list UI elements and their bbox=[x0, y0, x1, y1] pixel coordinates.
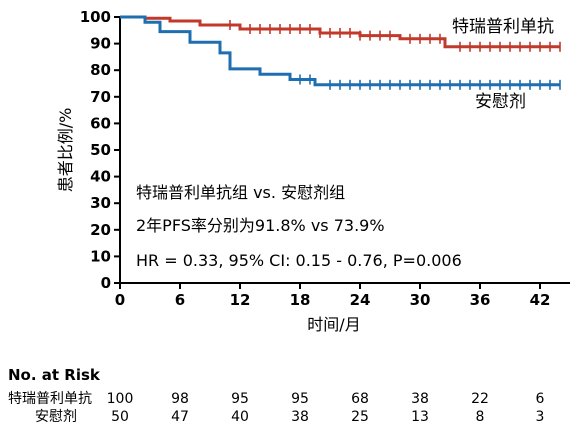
x-axis: 0 6 12 18 24 30 36 42 bbox=[115, 282, 570, 309]
risk-cell: 68 bbox=[351, 391, 369, 407]
risk-row-name: 特瑞普利单抗 bbox=[8, 391, 92, 407]
x-tick-label: 24 bbox=[350, 291, 371, 309]
x-tick-label: 42 bbox=[530, 291, 551, 309]
y-tick-label: 100 bbox=[80, 8, 111, 26]
x-tick-label: 12 bbox=[230, 291, 251, 309]
annotation-comparison: 特瑞普利单抗组 vs. 安慰剂组 bbox=[136, 183, 345, 202]
risk-cell: 40 bbox=[231, 409, 249, 425]
risk-cell: 38 bbox=[411, 391, 429, 407]
risk-table-title: No. at Risk bbox=[8, 366, 101, 384]
y-tick-label: 10 bbox=[90, 247, 111, 265]
risk-cell: 50 bbox=[111, 409, 129, 425]
risk-row-name: 安慰剂 bbox=[35, 408, 77, 425]
y-tick-label: 0 bbox=[101, 274, 111, 292]
risk-cell: 98 bbox=[171, 391, 189, 407]
y-tick-label: 80 bbox=[90, 61, 111, 79]
series-label-placebo: 安慰剂 bbox=[475, 92, 526, 112]
y-tick-label: 40 bbox=[90, 168, 111, 186]
censor-marks bbox=[229, 19, 561, 90]
y-tick-label: 90 bbox=[90, 35, 111, 53]
curve-placebo bbox=[120, 15, 560, 87]
y-tick-label: 50 bbox=[90, 141, 111, 159]
series-label-treatment: 特瑞普利单抗 bbox=[452, 17, 554, 37]
y-tick-label: 20 bbox=[90, 221, 111, 239]
risk-cell: 95 bbox=[231, 391, 249, 407]
risk-cell: 6 bbox=[536, 391, 545, 407]
risk-cell: 25 bbox=[351, 409, 369, 425]
risk-cell: 38 bbox=[291, 409, 309, 425]
risk-cell: 8 bbox=[476, 409, 485, 425]
risk-table: 特瑞普利单抗 100 98 95 95 68 38 22 6 安慰剂 50 47 40 38 25 13 8 3 bbox=[8, 391, 545, 425]
risk-cell: 3 bbox=[536, 409, 545, 425]
risk-cell: 13 bbox=[411, 409, 429, 425]
x-tick-label: 30 bbox=[410, 291, 431, 309]
x-tick-label: 18 bbox=[290, 291, 311, 309]
x-tick-label: 0 bbox=[115, 291, 125, 309]
x-axis-title: 时间/月 bbox=[307, 315, 360, 334]
risk-cell: 95 bbox=[291, 391, 309, 407]
risk-cell: 100 bbox=[107, 391, 134, 407]
y-tick-label: 70 bbox=[90, 88, 111, 106]
x-tick-label: 36 bbox=[470, 291, 491, 309]
x-tick-label: 6 bbox=[175, 291, 185, 309]
risk-cell: 22 bbox=[471, 391, 489, 407]
annotation-hazard-ratio: HR = 0.33, 95% CI: 0.15 - 0.76, P=0.006 bbox=[136, 251, 462, 270]
y-tick-label: 30 bbox=[90, 194, 111, 212]
risk-cell: 47 bbox=[171, 409, 189, 425]
y-axis: 0 10 20 30 40 50 60 70 80 90 100 bbox=[80, 8, 121, 292]
y-tick-label: 60 bbox=[90, 114, 111, 132]
annotation-pfs-rate: 2年PFS率分别为91.8% vs 73.9% bbox=[136, 216, 385, 235]
y-axis-title: 患者比例/% bbox=[56, 108, 75, 193]
